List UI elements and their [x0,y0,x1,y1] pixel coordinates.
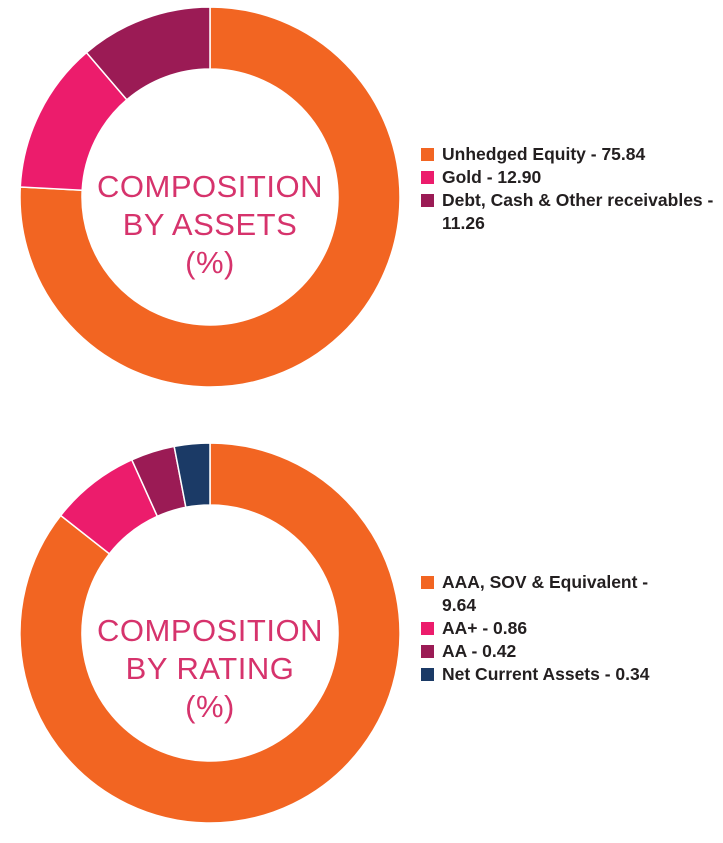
legend-swatch [421,622,434,635]
donut-slice [19,442,401,824]
rating-title-line-3: (%) [185,689,235,724]
rating-center-title: COMPOSITION BY RATING (%) [80,612,340,726]
assets-title-line-2: BY ASSETS [122,207,298,242]
legend-label: AA - 0.42 [442,641,517,661]
legend-item: Debt, Cash & Other receivables - 11.26 [421,189,723,235]
legend-item: Gold - 12.90 [421,166,723,189]
legend-swatch [421,645,434,658]
legend-label: Debt, Cash & Other receivables - 11.26 [442,190,714,233]
legend-label: AA+ - 0.86 [442,618,528,638]
legend-item: Net Current Assets - 0.34 [421,663,672,686]
donut-slice [85,6,211,101]
legend-swatch [421,576,434,589]
assets-chart: COMPOSITION BY ASSETS (%) Unhedged Equit… [0,0,723,420]
legend-swatch [421,194,434,207]
assets-center-title: COMPOSITION BY ASSETS (%) [80,168,340,282]
assets-title-line-1: COMPOSITION [97,169,323,204]
legend-item: AA - 0.42 [421,640,672,663]
legend-item: AAA, SOV & Equivalent - 9.64 [421,571,672,617]
assets-donut [19,6,401,388]
legend-label: Unhedged Equity - 75.84 [442,144,646,164]
assets-legend: Unhedged Equity - 75.84 Gold - 12.90 Deb… [421,143,723,235]
legend-label: AAA, SOV & Equivalent - 9.64 [442,572,649,615]
rating-donut [19,442,401,824]
donut-slice [173,442,211,509]
legend-swatch [421,668,434,681]
legend-label: Net Current Assets - 0.34 [442,664,650,684]
rating-chart: COMPOSITION BY RATING (%) AAA, SOV & Equ… [0,440,723,843]
rating-title-line-2: BY RATING [125,651,295,686]
legend-item: AA+ - 0.86 [421,617,672,640]
rating-legend: AAA, SOV & Equivalent - 9.64 AA+ - 0.86 … [421,571,672,686]
legend-swatch [421,148,434,161]
rating-title-line-1: COMPOSITION [97,613,323,648]
legend-swatch [421,171,434,184]
donut-slice [19,6,401,388]
assets-title-line-3: (%) [185,245,235,280]
legend-label: Gold - 12.90 [442,167,542,187]
legend-item: Unhedged Equity - 75.84 [421,143,723,166]
